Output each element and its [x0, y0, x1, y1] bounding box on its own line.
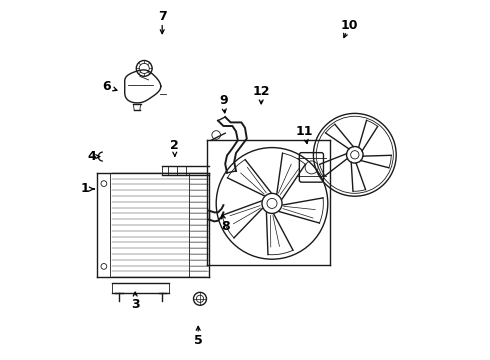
Text: 6: 6 [102, 80, 111, 93]
Text: 11: 11 [295, 125, 313, 138]
Text: 9: 9 [219, 94, 228, 107]
Text: 4: 4 [88, 150, 97, 163]
Text: 3: 3 [131, 298, 140, 311]
Text: 7: 7 [158, 10, 167, 23]
Text: 5: 5 [194, 334, 202, 347]
Text: 10: 10 [341, 19, 358, 32]
Text: 1: 1 [80, 183, 89, 195]
Text: 12: 12 [252, 85, 270, 98]
Text: 8: 8 [221, 220, 229, 233]
Text: 2: 2 [171, 139, 179, 152]
